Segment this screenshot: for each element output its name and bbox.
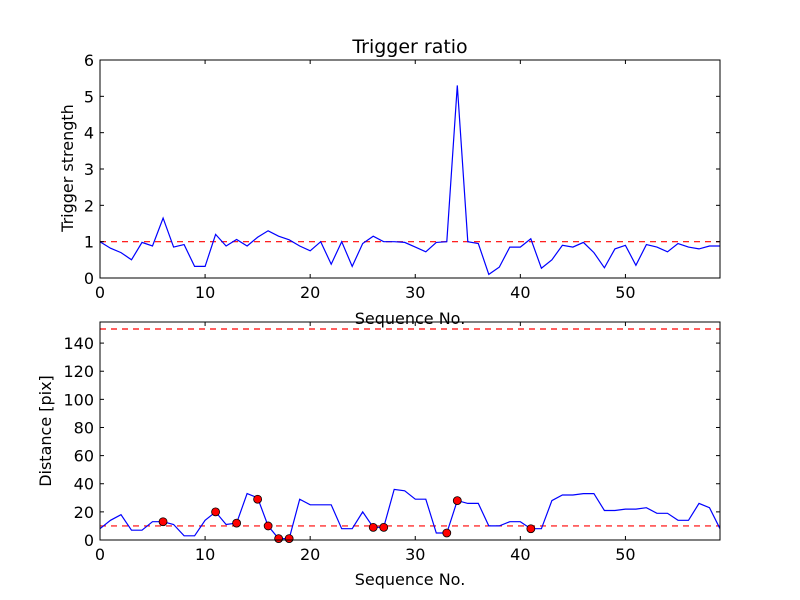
x-tick-label: 30 bbox=[405, 283, 425, 302]
x-tick-label: 40 bbox=[510, 283, 530, 302]
x-tick-label: 30 bbox=[405, 545, 425, 564]
y-tick-label: 0 bbox=[84, 531, 94, 550]
data-point-marker bbox=[452, 496, 462, 506]
x-tick-label: 0 bbox=[95, 283, 105, 302]
data-point-marker bbox=[379, 522, 389, 532]
data-point-marker bbox=[274, 534, 284, 543]
data-point-marker bbox=[253, 494, 263, 504]
trigger-ratio-plot: Trigger ratio Sequence No. Trigger stren… bbox=[58, 36, 721, 328]
series-line bbox=[99, 488, 721, 540]
x-tick-label: 40 bbox=[510, 545, 530, 564]
y-tick-label: 120 bbox=[63, 362, 94, 381]
data-point-marker bbox=[526, 524, 536, 534]
y-axis-label: Distance [pix] bbox=[36, 375, 55, 487]
y-tick-label: 5 bbox=[84, 87, 94, 106]
y-tick-label: 1 bbox=[84, 233, 94, 252]
x-tick-label: 0 bbox=[95, 545, 105, 564]
data-point-marker bbox=[442, 528, 452, 538]
y-tick-label: 80 bbox=[74, 418, 94, 437]
x-tick-label: 10 bbox=[195, 545, 215, 564]
data-point-marker bbox=[284, 534, 294, 543]
x-tick-label: 50 bbox=[615, 545, 635, 564]
x-axis-label: Sequence No. bbox=[355, 570, 466, 589]
x-tick-label: 10 bbox=[195, 283, 215, 302]
data-point-marker bbox=[263, 521, 273, 531]
y-tick-label: 100 bbox=[63, 390, 94, 409]
data-point-marker bbox=[158, 517, 168, 527]
y-axis-label: Trigger strength bbox=[58, 104, 77, 233]
distance-plot: Sequence No. Distance [pix] 0 10 20 30 40 50 0… bbox=[36, 321, 721, 589]
y-tick-label: 6 bbox=[84, 51, 94, 70]
data-point-marker bbox=[368, 522, 378, 532]
data-point-marker bbox=[232, 518, 242, 528]
y-tick-label: 2 bbox=[84, 196, 94, 215]
y-tick-label: 4 bbox=[84, 124, 94, 143]
y-tick-label: 0 bbox=[84, 269, 94, 288]
plot-frame bbox=[99, 321, 721, 541]
chart-title: Trigger ratio bbox=[351, 36, 467, 58]
x-tick-label: 50 bbox=[615, 283, 635, 302]
y-tick-label: 140 bbox=[63, 334, 94, 353]
y-tick-label: 20 bbox=[74, 503, 94, 522]
y-tick-label: 40 bbox=[74, 475, 94, 494]
x-tick-label: 20 bbox=[300, 545, 320, 564]
data-point-marker bbox=[211, 507, 220, 517]
x-tick-label: 20 bbox=[300, 283, 320, 302]
series-line bbox=[99, 85, 720, 276]
x-axis-label: Sequence No. bbox=[355, 309, 466, 328]
y-tick-label: 3 bbox=[84, 160, 94, 179]
y-tick-label: 60 bbox=[74, 447, 94, 466]
